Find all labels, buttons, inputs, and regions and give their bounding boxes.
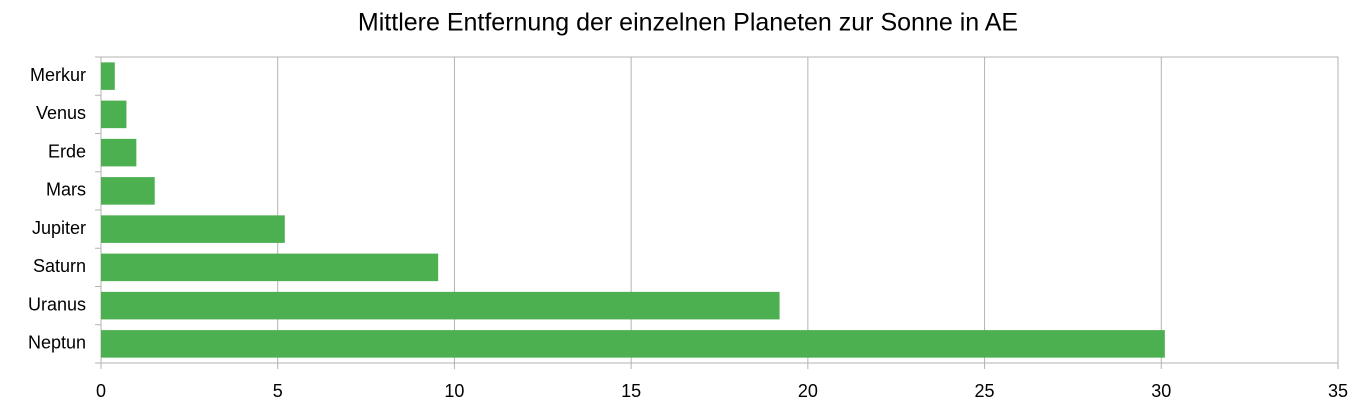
x-tick-label: 0 [96, 381, 106, 401]
chart-title: Mittlere Entfernung der einzelnen Planet… [358, 9, 1018, 37]
x-tick-label: 25 [975, 381, 995, 401]
y-tick-label: Saturn [33, 256, 86, 276]
y-tick-label: Erde [48, 141, 86, 161]
x-tick-label: 5 [273, 381, 283, 401]
bar [101, 330, 1165, 358]
bar [101, 177, 155, 205]
y-tick-label: Mars [46, 180, 86, 200]
x-tick-label: 30 [1151, 381, 1171, 401]
bar [101, 215, 285, 243]
bar [101, 62, 115, 90]
y-tick-label: Neptun [28, 333, 86, 353]
x-tick-label: 15 [621, 381, 641, 401]
y-tick-label: Uranus [28, 294, 86, 314]
bar [101, 138, 137, 167]
x-tick-label: 35 [1328, 381, 1348, 401]
bar [101, 291, 780, 320]
y-tick-label: Jupiter [32, 218, 86, 238]
y-tick-label: Merkur [30, 65, 86, 85]
bar [101, 253, 439, 282]
bar [101, 100, 127, 129]
x-tick-label: 20 [798, 381, 818, 401]
y-tick-label: Venus [36, 103, 86, 123]
x-tick-label: 10 [444, 381, 464, 401]
